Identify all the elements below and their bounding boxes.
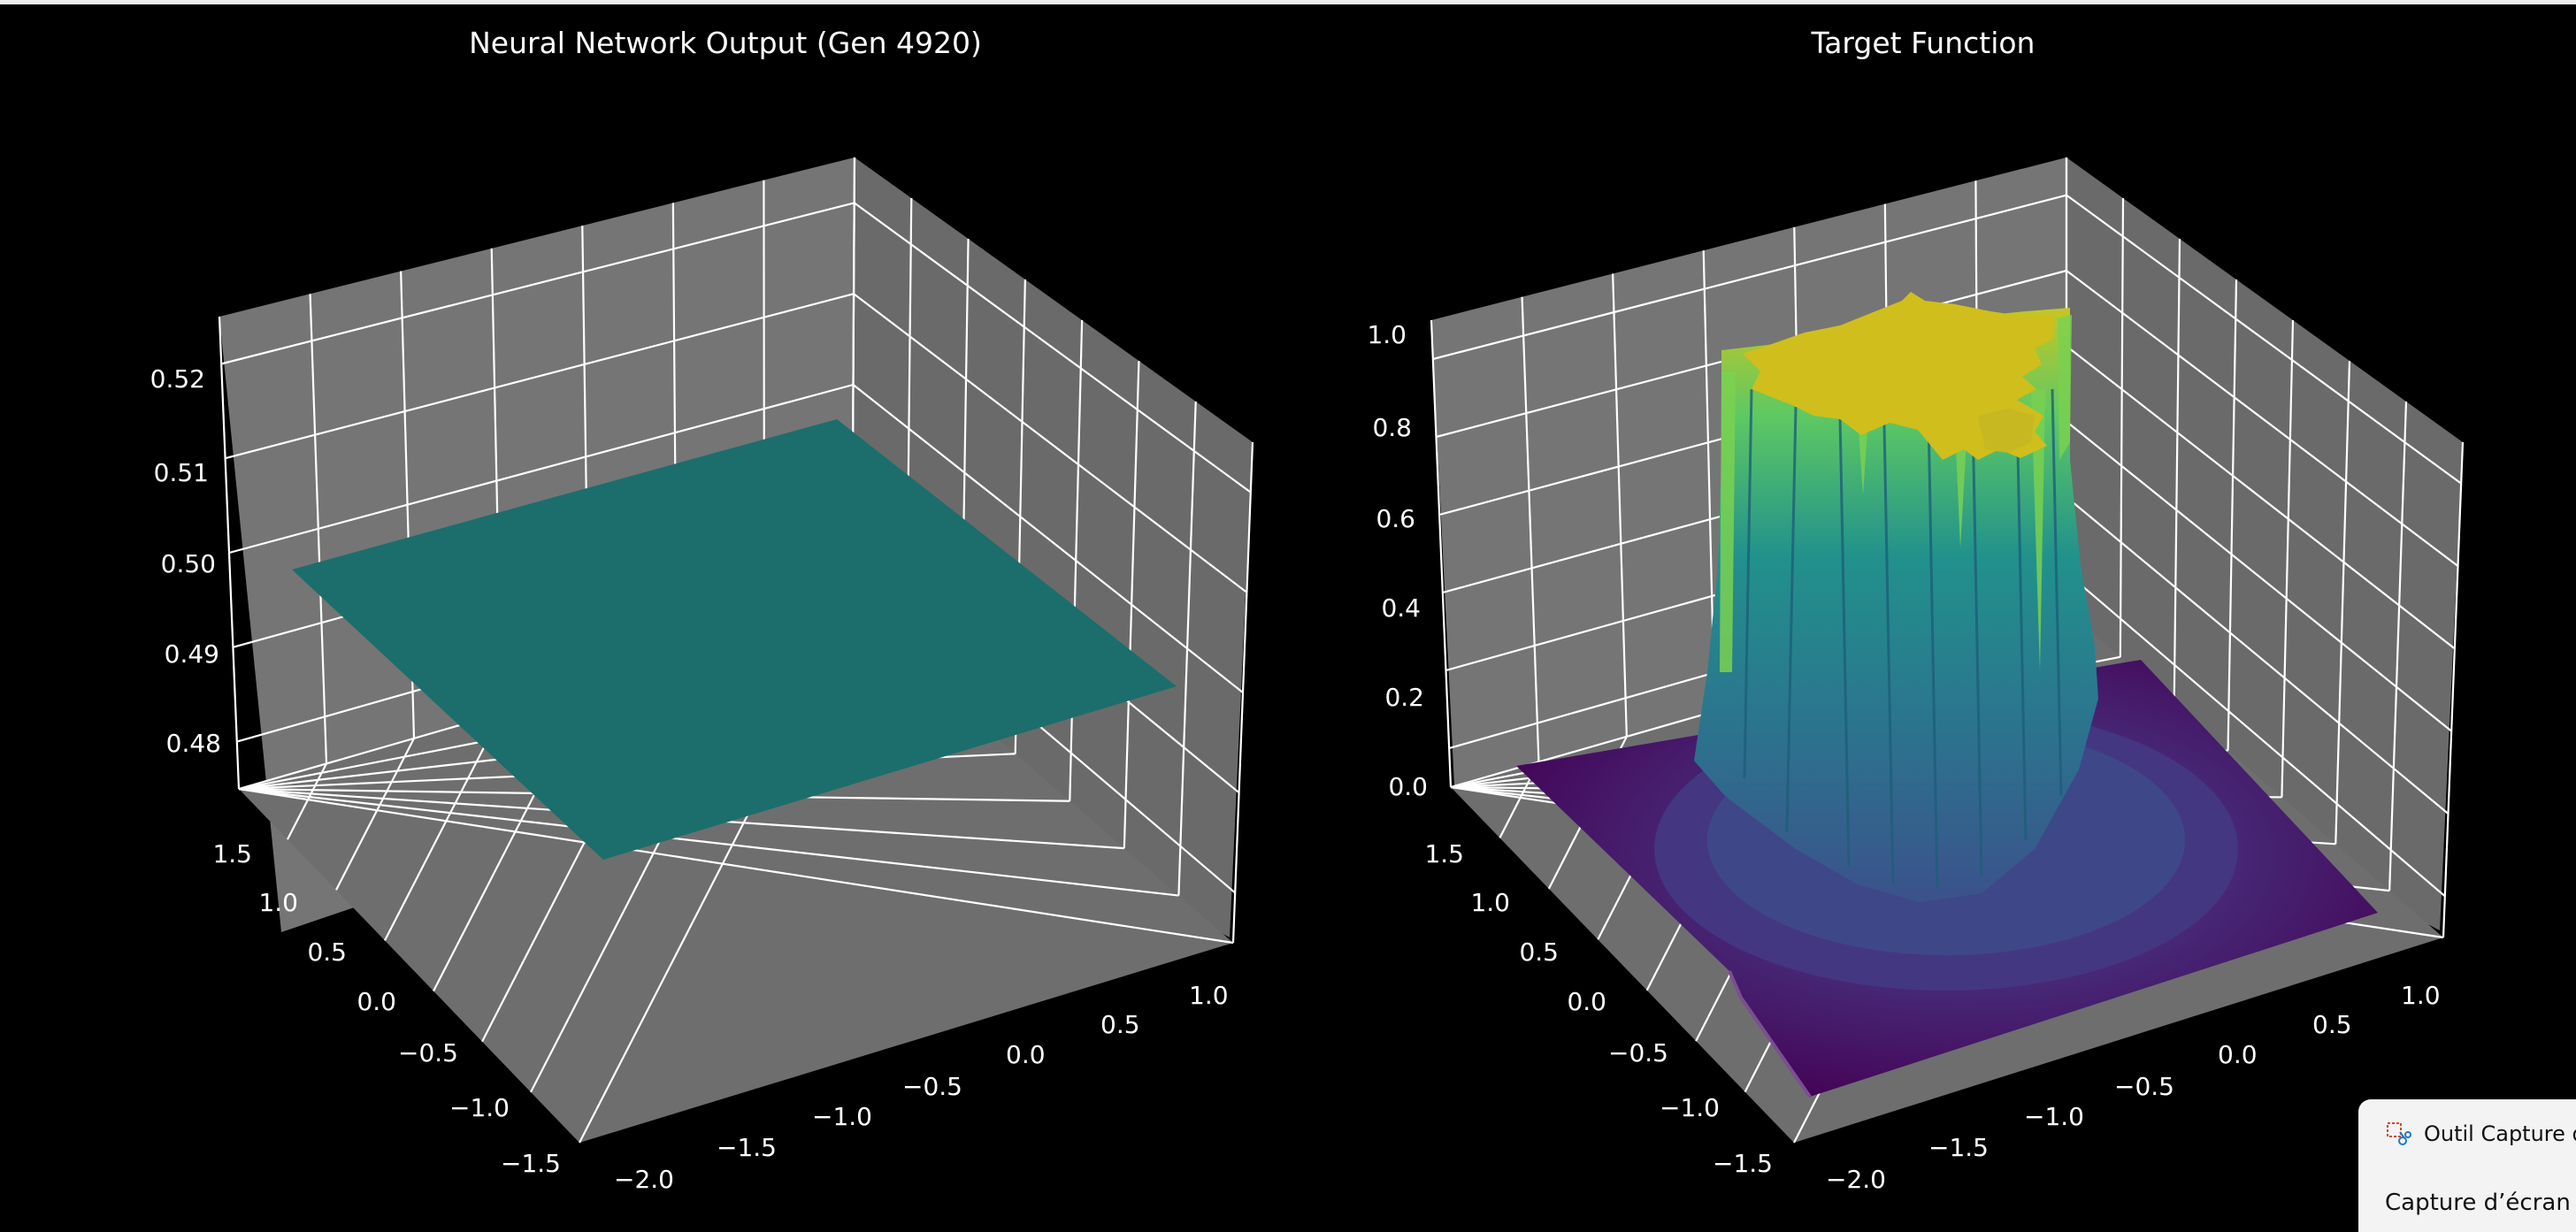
window-top-strip: [0, 0, 2576, 4]
left-x-tick-label: −1.5: [717, 1133, 777, 1162]
right-x-tick-label: 1.0: [2401, 981, 2441, 1010]
right-z-tick-label: 0.2: [1384, 683, 1424, 712]
right-x-tick-label: −0.5: [2114, 1072, 2174, 1101]
target-surface-step: [1978, 409, 2035, 453]
left-y-tick-label: 1.5: [212, 839, 252, 869]
left-z-tick-label: 0.52: [150, 364, 205, 394]
right-y-tick-labels: 1.5 1.0 0.5 0.0 −0.5 −1.0 −1.5: [1424, 839, 1773, 1178]
grid-line: [2281, 319, 2295, 798]
snipping-tool-icon: [2387, 1122, 2411, 1145]
right-z-tick-label: 0.4: [1381, 593, 1421, 623]
left-x-tick-label: 0.5: [1100, 1010, 1140, 1039]
left-z-tick-label: 0.50: [161, 549, 216, 578]
right-y-tick-label: 1.5: [1424, 839, 1464, 869]
grid-line: [238, 787, 1179, 897]
left-y-tick-label: −0.5: [398, 1038, 458, 1067]
left-x-tick-label: 1.0: [1189, 981, 1229, 1010]
right-z-tick-label: 1.0: [1367, 320, 1407, 349]
right-3d-axes: Target Function 0.0 0.2 0.4 0.6 0.8 1.0 …: [1367, 26, 2465, 1194]
grid-line: [287, 762, 327, 840]
left-surface: [292, 419, 1177, 860]
notification-header: Outil Capture d: [2385, 1121, 2576, 1147]
right-x-tick-label: 0.0: [2218, 1040, 2258, 1069]
target-surface-spikes: [1743, 388, 2063, 890]
left-z-tick-label: 0.51: [154, 458, 209, 487]
grid-line: [220, 202, 855, 365]
grid-line: [1521, 296, 1540, 762]
left-z-tick-label: 0.48: [166, 729, 221, 758]
grid-line: [238, 787, 1234, 945]
left-x-tick-label: −2.0: [614, 1165, 674, 1194]
grid-line: [2066, 571, 2446, 898]
grid-line: [2066, 345, 2456, 650]
grid-line: [225, 293, 855, 460]
grid-line: [2334, 360, 2351, 845]
left-x-tick-label: −1.0: [812, 1102, 872, 1131]
left-y-tick-label: −1.0: [449, 1093, 510, 1122]
grid-line: [228, 383, 854, 555]
grid-line: [853, 293, 1248, 593]
target-surface-highlights: [1720, 315, 2072, 672]
left-y-tick-label: 0.0: [356, 987, 396, 1016]
right-y-tick-label: 1.0: [1470, 888, 1510, 917]
left-chart-title: Neural Network Output (Gen 4920): [469, 26, 982, 60]
left-z-tick-labels: 0.48 0.49 0.50 0.51 0.52: [150, 364, 221, 758]
right-x-tick-labels: −2.0 −1.5 −1.0 −0.5 0.0 0.5 1.0: [1826, 981, 2441, 1194]
left-y-tick-labels: 1.5 1.0 0.5 0.0 −0.5 −1.0 −1.5: [212, 839, 561, 1178]
grid-line: [2119, 197, 2125, 657]
right-y-tick-label: −1.0: [1660, 1093, 1720, 1122]
grid-line: [1432, 194, 2067, 361]
left-x-tick-labels: −2.0 −1.5 −1.0 −0.5 0.0 0.5 1.0: [614, 981, 1229, 1194]
grid-line: [852, 384, 1244, 693]
left-3d-axes: Neural Network Output (Gen 4920) 0.48 0.…: [150, 26, 1254, 1194]
right-y-tick-label: 0.0: [1567, 987, 1606, 1016]
grid-line: [2066, 270, 2459, 567]
grid-line: [2066, 420, 2452, 732]
grid-line: [854, 202, 1252, 494]
grid-line: [2173, 238, 2181, 704]
right-x-tick-label: −1.5: [1928, 1133, 1989, 1162]
right-z-tick-label: 0.0: [1388, 772, 1428, 801]
left-y-tick-label: −1.5: [501, 1149, 561, 1178]
right-y-tick-label: 0.5: [1519, 937, 1559, 967]
notification-message: Capture d’écran c: [2385, 1190, 2576, 1216]
grid-line: [1430, 319, 1453, 788]
target-surface: [1516, 292, 2378, 1098]
grid-line: [384, 712, 502, 941]
right-x-tick-label: −1.0: [2024, 1102, 2084, 1131]
left-z-tick-label: 0.49: [165, 639, 219, 669]
snipping-tool-notification[interactable]: Outil Capture d Capture d’écran c: [2358, 1099, 2576, 1232]
right-z-tick-labels: 0.0 0.2 0.4 0.6 0.8 1.0: [1367, 320, 1428, 801]
grid-line: [2388, 401, 2408, 891]
grid-line: [335, 738, 415, 891]
right-x-tick-label: −2.0: [1826, 1165, 1886, 1194]
grid-line: [2066, 194, 2462, 485]
grid-line: [1612, 273, 1628, 737]
right-z-tick-label: 0.6: [1376, 504, 1415, 533]
right-chart-title: Target Function: [1811, 26, 2036, 60]
right-x-tick-label: 0.5: [2312, 1010, 2352, 1039]
notification-app-name: Outil Capture d: [2424, 1121, 2576, 1146]
grid-line: [2227, 279, 2238, 751]
left-y-tick-label: 1.0: [258, 888, 298, 917]
right-y-tick-label: −0.5: [1608, 1038, 1668, 1067]
right-z-tick-label: 0.8: [1372, 413, 1412, 442]
right-y-tick-label: −1.5: [1713, 1149, 1773, 1178]
left-y-tick-label: 0.5: [307, 937, 347, 967]
grid-line: [2442, 441, 2465, 938]
left-x-tick-label: −0.5: [902, 1072, 962, 1101]
grid-line: [2066, 496, 2450, 815]
target-surface-plateau: [1743, 292, 2054, 460]
target-surface-edge: [1728, 970, 1812, 1098]
left-x-tick-label: 0.0: [1006, 1040, 1046, 1069]
